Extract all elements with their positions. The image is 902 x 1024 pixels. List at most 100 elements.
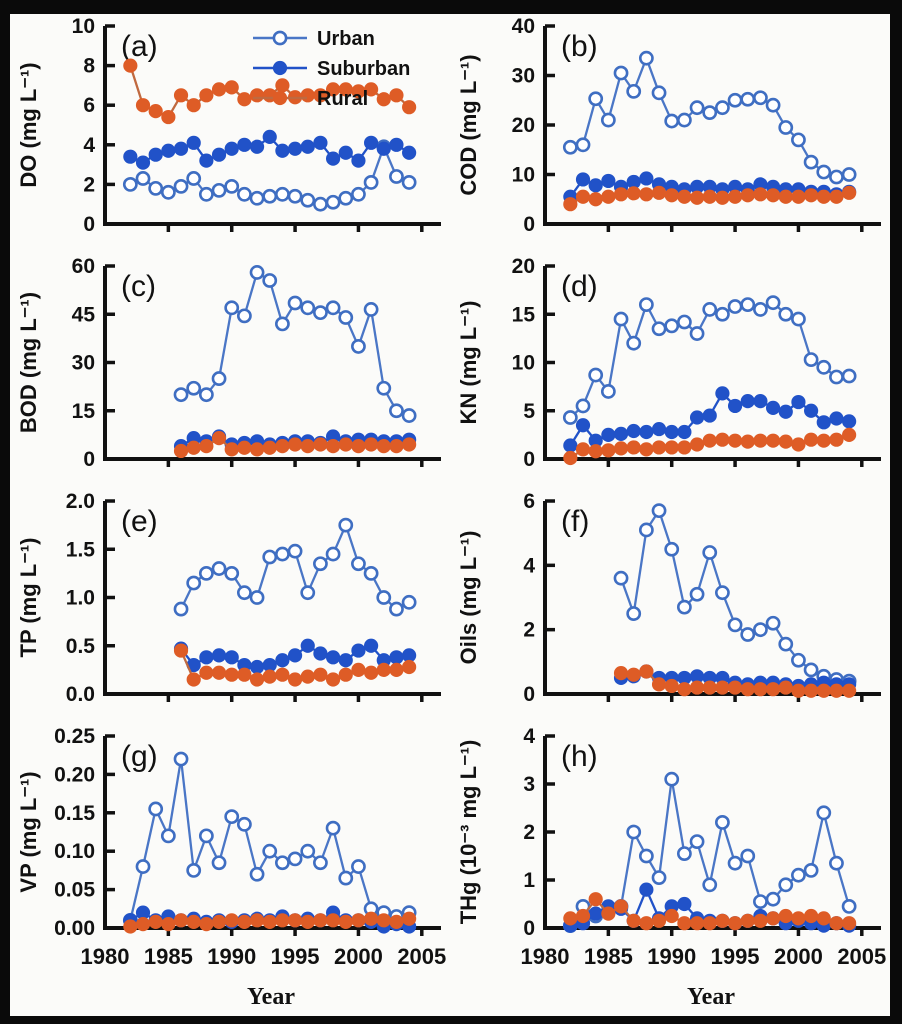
y-tick-label: 4 [523,725,535,748]
y-tick-label: 4 [83,134,95,157]
panel-c: 0 15 30 45 60 BOD (mg L⁻¹) (c) [10,254,450,489]
y-tick-label: 8 [83,55,95,78]
chart-g: 0.00 0.05 0.10 0.15 0.20 0.25 1980 1985 1990 1995… [16,725,446,1010]
y-tick-label: 1.5 [66,538,96,561]
rural-series [563,185,857,212]
x-tick-label: 1990 [647,944,696,969]
y-axis-label: DO (mg L⁻¹) [16,62,41,187]
chart-h: 0 1 2 3 4 1980 1985 1990 1995 2000 2005 Year THg (10… [456,725,886,1010]
y-tick-label: 30 [72,352,95,375]
panel-h: 0 1 2 3 4 1980 1985 1990 1995 2000 2005 Year THg (10… [450,724,890,1016]
y-tick-label: 40 [512,15,535,38]
urban-series [122,751,417,928]
x-tick-label: 1980 [81,944,130,969]
chart-d: 0 5 10 15 20 KN (mg L⁻¹) (d) [456,255,881,471]
rural-series [123,911,417,934]
suburban-series [563,386,857,453]
axes: 0 10 20 30 40 [512,15,881,236]
y-tick-label: 0 [523,917,535,940]
panel-letter: (f) [561,505,589,538]
y-tick-label: 5 [523,400,535,423]
y-tick-label: 0 [523,213,535,236]
y-tick-label: 0.0 [66,683,95,706]
y-tick-label: 1 [523,869,535,892]
x-axis-title: Year [247,984,295,1010]
panel-letter: (e) [121,505,158,538]
x-tick-label: 1995 [711,944,760,969]
y-axis-label: THg (10⁻³ mg L⁻¹) [456,740,481,925]
y-tick-label: 0.15 [54,802,95,825]
panel-f: 0 2 4 6 Oils (mg L⁻¹) (f) [450,489,890,724]
y-tick-label: 2 [523,821,535,844]
x-tick-label: 2005 [397,944,446,969]
panel-g: 0.00 0.05 0.10 0.15 0.20 0.25 1980 1985 1990 1995… [10,724,450,1016]
panel-letter: (c) [121,270,156,303]
rural-series [173,643,417,687]
x-tick-label: 2000 [774,944,823,969]
axes: 0 5 10 15 20 [512,255,881,471]
rural-series [613,664,857,698]
urban-series [122,139,417,212]
suburban-series [173,638,417,675]
urban-series [562,295,857,425]
panel-a: 0 2 4 6 8 10 DO (mg L⁻¹) (a) Urban Suburban Rural [10,14,450,254]
y-tick-label: 2 [83,173,95,196]
axes: 0.0 0.5 1.0 1.5 2.0 [66,490,441,706]
y-tick-label: 30 [512,65,535,88]
y-tick-label: 0.5 [66,635,96,658]
rural-series [563,892,857,931]
y-tick-label: 2 [523,619,535,642]
y-tick-label: 0 [523,683,535,706]
axes: 0 15 30 45 60 [72,255,441,471]
panel-letter: (h) [561,740,598,773]
panel-grid: 0 2 4 6 8 10 DO (mg L⁻¹) (a) Urban Suburban Rural 0… [10,14,890,1016]
chart-a: 0 2 4 6 8 10 DO (mg L⁻¹) (a) Urban Suburban Rural [16,15,441,236]
y-tick-label: 0 [523,448,535,471]
x-tick-label: 1985 [144,944,193,969]
x-tick-label: 1990 [207,944,256,969]
x-tick-label: 1995 [271,944,320,969]
y-tick-label: 60 [72,255,95,278]
y-axis-label: COD (mg L⁻¹) [456,54,481,195]
panel-d: 0 5 10 15 20 KN (mg L⁻¹) (d) [450,254,890,489]
y-tick-label: 20 [512,114,535,137]
panel-letter: (b) [561,30,598,63]
chart-b: 0 10 20 30 40 COD (mg L⁻¹) (b) [456,15,881,236]
y-axis-label: KN (mg L⁻¹) [456,300,481,424]
y-tick-label: 6 [83,94,95,117]
y-tick-label: 45 [72,303,96,326]
y-tick-label: 0 [83,213,95,236]
urban-series [613,503,857,689]
panel-letter: (g) [121,740,158,773]
y-tick-label: 4 [523,554,535,577]
y-tick-label: 0.25 [54,725,95,748]
chart-f: 0 2 4 6 Oils (mg L⁻¹) (f) [456,490,881,706]
panel-letter: (a) [121,30,158,63]
y-tick-label: 0.05 [54,879,95,902]
y-tick-label: 1.0 [66,587,95,610]
urban-series [173,517,417,617]
x-tick-label: 2005 [837,944,886,969]
axes: 0.00 0.05 0.10 0.15 0.20 0.25 1980 1985 1990 1995… [54,725,446,1010]
y-tick-label: 0 [83,448,95,471]
y-tick-label: 10 [512,164,535,187]
y-tick-label: 2.0 [66,490,95,513]
y-tick-label: 15 [72,400,96,423]
y-tick-label: 10 [72,15,95,38]
chart-e: 0.0 0.5 1.0 1.5 2.0 TP (mg L⁻¹) (e) [16,490,441,706]
y-axis-label: BOD (mg L⁻¹) [16,292,41,433]
legend-label-urban: Urban [317,28,375,50]
suburban-series [123,129,417,170]
legend: Urban Suburban Rural [253,28,410,110]
y-axis-label: Oils (mg L⁻¹) [456,531,481,665]
x-tick-label: 1985 [584,944,633,969]
panel-b: 0 10 20 30 40 COD (mg L⁻¹) (b) [450,14,890,254]
urban-series [562,50,857,185]
rural-series [173,430,417,459]
chart-c: 0 15 30 45 60 BOD (mg L⁻¹) (c) [16,255,441,471]
legend-label-suburban: Suburban [317,58,410,80]
y-axis-label: TP (mg L⁻¹) [16,538,41,658]
y-tick-label: 3 [523,773,535,796]
y-tick-label: 20 [512,255,535,278]
